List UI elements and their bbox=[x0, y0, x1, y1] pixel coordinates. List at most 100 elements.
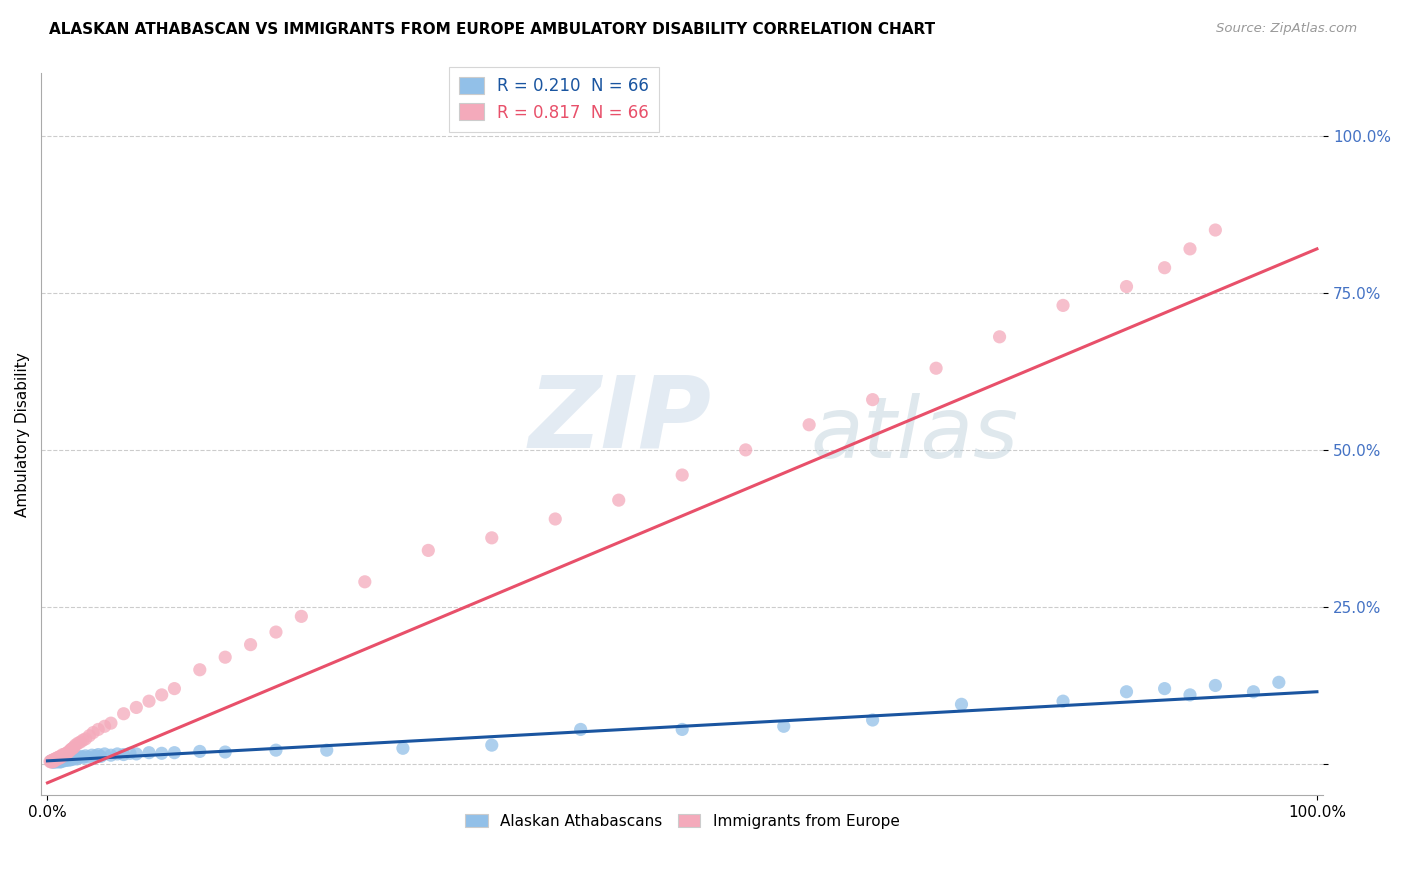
Point bbox=[1115, 684, 1137, 698]
Point bbox=[150, 747, 173, 761]
Point bbox=[60, 742, 83, 756]
Text: atlas: atlas bbox=[810, 392, 1018, 475]
Point bbox=[77, 750, 100, 764]
Point bbox=[93, 719, 115, 733]
Point bbox=[52, 754, 75, 768]
Point bbox=[87, 723, 110, 737]
Point bbox=[53, 752, 76, 766]
Point bbox=[1052, 298, 1074, 312]
Point bbox=[481, 531, 503, 545]
Point bbox=[46, 750, 69, 764]
Text: Source: ZipAtlas.com: Source: ZipAtlas.com bbox=[1216, 22, 1357, 36]
Point bbox=[55, 753, 77, 767]
Point bbox=[66, 752, 89, 766]
Point bbox=[862, 392, 884, 407]
Point bbox=[1204, 223, 1226, 237]
Point bbox=[41, 755, 63, 769]
Point bbox=[797, 417, 820, 432]
Point bbox=[1153, 260, 1175, 275]
Point bbox=[125, 747, 148, 761]
Point bbox=[41, 753, 63, 767]
Point bbox=[65, 738, 87, 752]
Point bbox=[58, 753, 80, 767]
Point bbox=[112, 706, 135, 721]
Point bbox=[862, 713, 884, 727]
Point bbox=[392, 741, 415, 756]
Point bbox=[49, 753, 72, 767]
Point bbox=[49, 749, 72, 764]
Point bbox=[52, 748, 75, 763]
Text: ALASKAN ATHABASCAN VS IMMIGRANTS FROM EUROPE AMBULATORY DISABILITY CORRELATION C: ALASKAN ATHABASCAN VS IMMIGRANTS FROM EU… bbox=[49, 22, 935, 37]
Point bbox=[42, 755, 65, 769]
Point bbox=[734, 442, 756, 457]
Point bbox=[75, 731, 97, 746]
Point bbox=[607, 493, 630, 508]
Point bbox=[60, 753, 83, 767]
Point bbox=[772, 719, 794, 733]
Point bbox=[214, 650, 236, 665]
Point bbox=[45, 755, 67, 769]
Point bbox=[93, 747, 115, 761]
Y-axis label: Ambulatory Disability: Ambulatory Disability bbox=[15, 351, 30, 516]
Point bbox=[39, 754, 62, 768]
Point bbox=[1115, 279, 1137, 293]
Point bbox=[239, 638, 262, 652]
Point bbox=[1153, 681, 1175, 696]
Point bbox=[1178, 242, 1201, 256]
Point bbox=[481, 738, 503, 752]
Point bbox=[138, 746, 160, 760]
Point bbox=[671, 468, 693, 483]
Point bbox=[1243, 684, 1265, 698]
Point bbox=[214, 745, 236, 759]
Point bbox=[100, 716, 122, 731]
Point bbox=[56, 746, 79, 760]
Point bbox=[53, 747, 76, 761]
Point bbox=[100, 748, 122, 763]
Point bbox=[65, 750, 87, 764]
Point bbox=[1204, 678, 1226, 692]
Point bbox=[79, 729, 101, 743]
Point bbox=[138, 694, 160, 708]
Point bbox=[544, 512, 567, 526]
Point bbox=[52, 748, 75, 763]
Point bbox=[44, 753, 66, 767]
Point bbox=[105, 747, 128, 761]
Point bbox=[56, 752, 79, 766]
Point bbox=[80, 748, 103, 763]
Point bbox=[163, 746, 186, 760]
Point bbox=[950, 698, 973, 712]
Point bbox=[69, 735, 91, 749]
Point bbox=[52, 753, 75, 767]
Point bbox=[46, 752, 69, 766]
Point bbox=[59, 751, 82, 765]
Point bbox=[264, 743, 287, 757]
Point bbox=[925, 361, 948, 376]
Point bbox=[45, 751, 67, 765]
Point bbox=[188, 663, 211, 677]
Point bbox=[46, 753, 69, 767]
Point bbox=[48, 754, 70, 768]
Point bbox=[48, 750, 70, 764]
Point bbox=[118, 747, 141, 761]
Point bbox=[112, 747, 135, 762]
Point bbox=[39, 755, 62, 769]
Point bbox=[51, 750, 73, 764]
Legend: Alaskan Athabascans, Immigrants from Europe: Alaskan Athabascans, Immigrants from Eur… bbox=[458, 807, 905, 835]
Point bbox=[39, 755, 62, 769]
Point bbox=[1052, 694, 1074, 708]
Point bbox=[51, 753, 73, 767]
Point bbox=[1178, 688, 1201, 702]
Point bbox=[44, 754, 66, 768]
Point bbox=[87, 747, 110, 762]
Point bbox=[42, 755, 65, 769]
Point bbox=[62, 752, 84, 766]
Point bbox=[150, 688, 173, 702]
Point bbox=[63, 751, 86, 765]
Point bbox=[63, 739, 86, 754]
Point bbox=[72, 733, 94, 747]
Point bbox=[188, 744, 211, 758]
Point bbox=[52, 753, 75, 767]
Point bbox=[59, 743, 82, 757]
Point bbox=[45, 753, 67, 767]
Point bbox=[45, 755, 67, 769]
